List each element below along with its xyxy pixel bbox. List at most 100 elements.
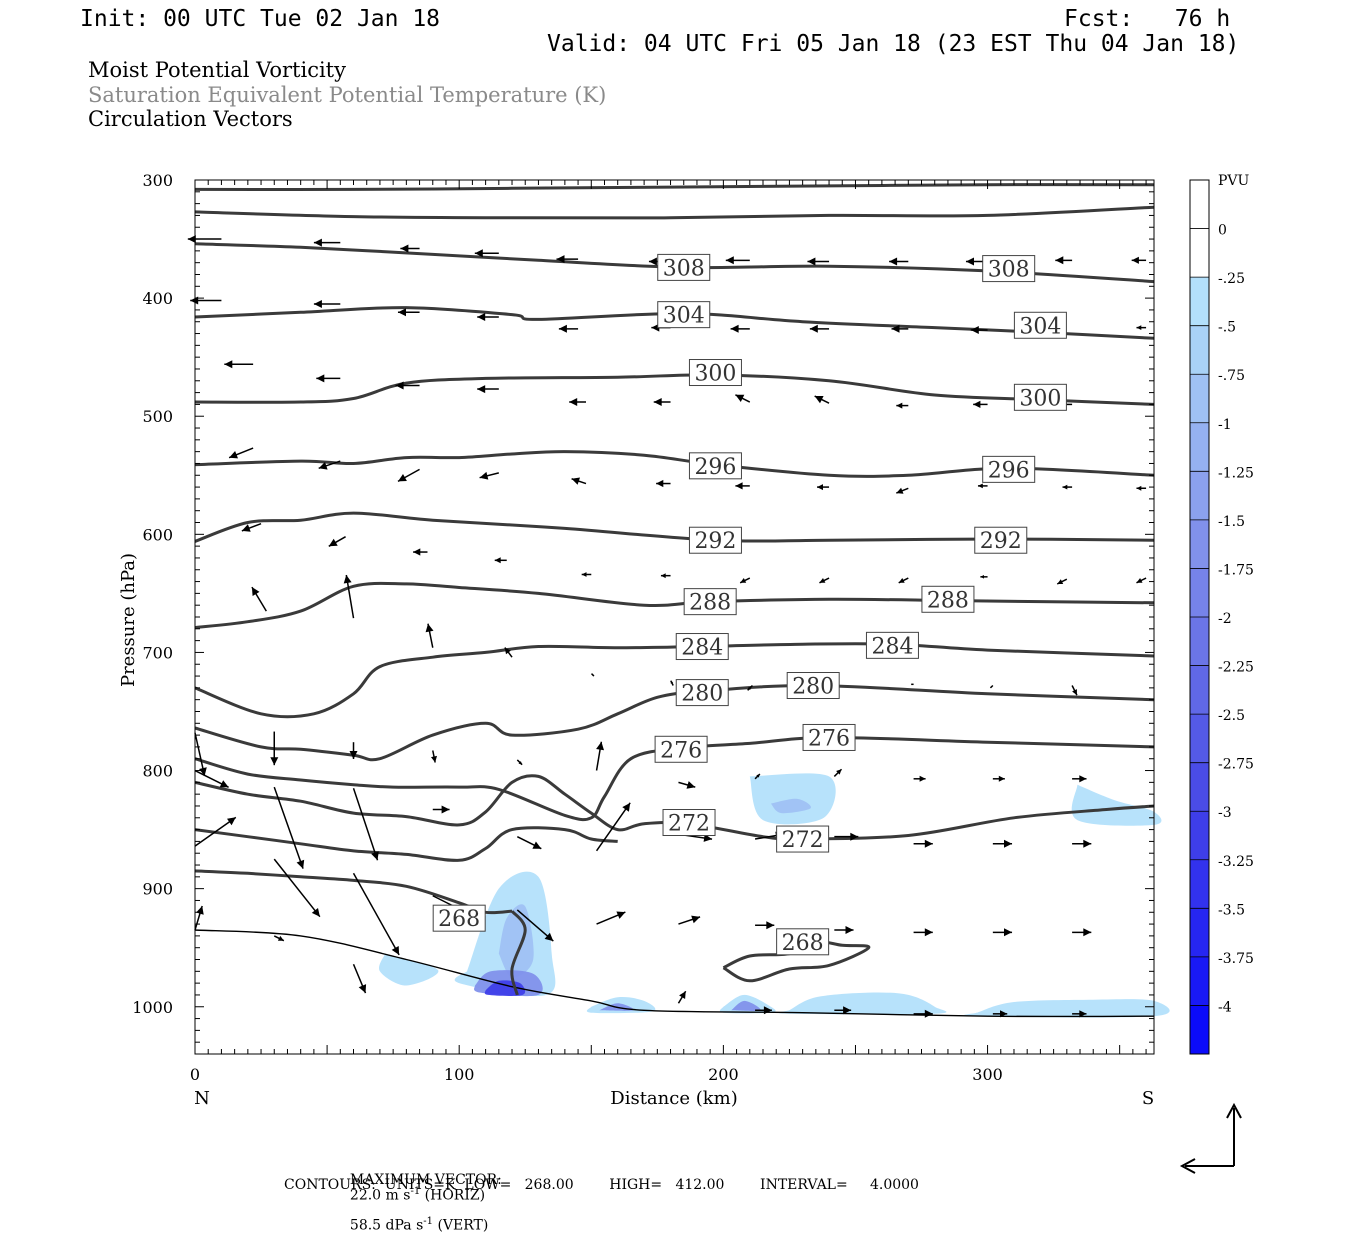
- vector-arrowhead: [219, 780, 229, 788]
- theta-es-contour: [194, 826, 618, 862]
- colorbar-cell: [1190, 811, 1209, 860]
- vector-arrowhead: [398, 474, 407, 482]
- colorbar-label: -1.25: [1218, 465, 1254, 481]
- vector-arrowhead: [648, 257, 657, 266]
- valid-time: Valid: 04 UTC Fri 05 Jan 18 (23 EST Thu …: [547, 31, 1240, 57]
- vector-arrowhead: [224, 360, 233, 369]
- contour-label-box: [654, 735, 708, 763]
- vector-arrowhead: [596, 741, 604, 751]
- colorbar-label: -2.75: [1218, 757, 1254, 773]
- vector-arrowhead: [809, 324, 818, 333]
- contour-label-box: [675, 633, 729, 661]
- contour-label-box: [865, 631, 919, 659]
- max-vector-vert: 58.5 dPa s: [349, 1217, 424, 1233]
- x-tick-label: 200: [708, 1065, 739, 1084]
- vector-arrowhead: [679, 991, 686, 999]
- vector-arrowhead: [1004, 839, 1012, 848]
- colorbar-cell: [1190, 228, 1209, 278]
- contour-label: 308: [663, 256, 705, 281]
- vector-arrowhead: [740, 578, 747, 583]
- theta-es-contour: [194, 774, 1155, 841]
- contour-label-box: [921, 585, 975, 613]
- circulation-vector: [352, 788, 379, 861]
- contour-label-box: [802, 723, 856, 751]
- horiz-exponent: -1: [410, 1186, 421, 1197]
- vector-arrowhead: [241, 524, 251, 532]
- vector-arrowhead: [532, 841, 542, 849]
- vector-arrowhead: [845, 926, 854, 934]
- colorbar-cell: [1190, 859, 1209, 909]
- vector-arrowhead: [229, 451, 238, 459]
- contour-label-box: [688, 359, 742, 387]
- colorbar-label: -1.5: [1218, 514, 1245, 530]
- vector-arrowhead: [924, 928, 933, 937]
- max-vector-label: MAXIMUM VECTOR:: [349, 1172, 502, 1188]
- contour-label-box: [1013, 383, 1067, 411]
- vector-arrowhead: [850, 832, 859, 841]
- colorbar-label: -1.75: [1218, 562, 1254, 578]
- colorbar-label: -3.75: [1218, 951, 1254, 967]
- vector-arrowhead: [504, 647, 511, 655]
- vector-arrowhead: [556, 255, 565, 264]
- contour-label-box: [657, 301, 711, 329]
- theta-es-contour: [194, 242, 1155, 284]
- vector-arrowhead: [747, 686, 752, 691]
- vector-arrowhead: [766, 921, 775, 930]
- vector-arrowhead: [919, 775, 926, 782]
- vector-arrowhead: [978, 483, 983, 489]
- vector-arrowhead: [1072, 689, 1077, 696]
- contour-label: 268: [782, 931, 824, 956]
- vector-arrowhead: [296, 859, 305, 869]
- vector-arrowhead: [477, 313, 486, 321]
- vector-arrowhead: [318, 462, 328, 470]
- theta-es-contour: [194, 511, 1155, 543]
- colorbar-cell: [1190, 1005, 1209, 1054]
- vector-arrowhead: [970, 326, 979, 334]
- vector-arrowhead: [479, 471, 489, 480]
- vector-arrowhead: [889, 257, 898, 266]
- colorbar-cell: [1190, 714, 1209, 763]
- circulation-vector: [595, 802, 631, 852]
- colorbar-cell: [1190, 325, 1209, 375]
- colorbar-label: -3: [1218, 805, 1232, 821]
- max-vector-vert-tail: (VERT): [433, 1217, 489, 1233]
- vector-arrowhead: [1083, 839, 1092, 848]
- vector-arrowhead: [730, 324, 739, 333]
- x-tick-label: 300: [972, 1065, 1003, 1084]
- contour-label: 292: [694, 529, 736, 554]
- vector-arrowhead: [891, 324, 900, 333]
- vector-arrowhead: [896, 487, 904, 494]
- colorbar-cell: [1190, 374, 1209, 423]
- vector-arrowhead: [966, 257, 974, 266]
- vector-arrowhead: [581, 572, 587, 577]
- x-tick-label: 0: [190, 1065, 200, 1084]
- vector-arrowhead: [199, 767, 207, 776]
- contour-label: 288: [927, 588, 969, 613]
- theta-es-contour: [194, 642, 1155, 719]
- colorbar-cell: [1190, 908, 1209, 957]
- contour-label: 268: [438, 907, 480, 932]
- vector-arrowhead: [591, 673, 594, 676]
- circulation-vector: [273, 858, 321, 918]
- terrain-line: [194, 929, 1155, 1018]
- theta-es-contour: [194, 205, 1155, 220]
- vector-arrowhead: [518, 761, 523, 765]
- colorbar-cell: [1190, 471, 1209, 520]
- vector-arrowhead: [670, 680, 674, 684]
- colorbar-cell: [1190, 617, 1209, 666]
- vector-arrowhead: [571, 477, 580, 485]
- y-tick-label: 1000: [132, 998, 173, 1017]
- vector-arrowhead: [1136, 578, 1143, 583]
- contour-label: 296: [694, 455, 736, 480]
- max-vector-horiz: 22.0 m s: [349, 1187, 411, 1204]
- vector-arrowhead: [398, 308, 406, 317]
- contour-label-layer: 308 308 304 304 300 300 296 296 292 292 288 288 284 2…: [432, 253, 1067, 956]
- colorbar-cell: [1190, 665, 1209, 715]
- contour-label-box: [675, 679, 729, 707]
- vector-arrowhead: [656, 479, 664, 488]
- vector-arrowhead: [1000, 1010, 1008, 1018]
- vector-arrowhead: [558, 324, 567, 333]
- colorbar-label: 0: [1218, 223, 1227, 239]
- x-tick-label: 100: [444, 1065, 475, 1084]
- contour-label: 284: [681, 636, 723, 661]
